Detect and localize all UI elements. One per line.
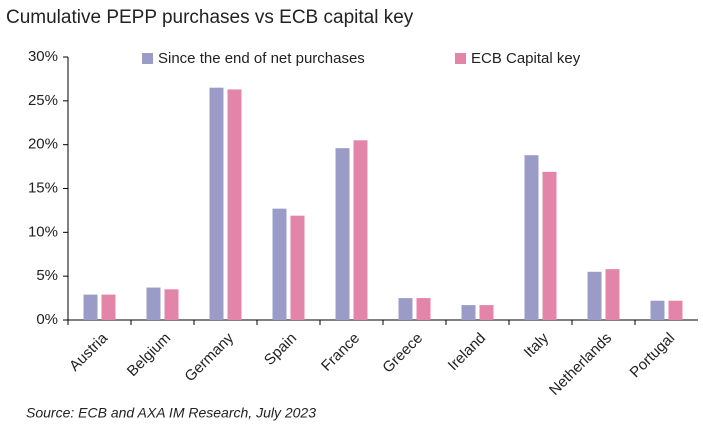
bar <box>587 271 602 320</box>
bar <box>542 171 557 320</box>
y-tick-label: 20% <box>28 136 58 153</box>
y-tick-label: 15% <box>28 179 58 196</box>
bar <box>164 289 179 320</box>
bar <box>272 208 287 320</box>
y-tick-label: 5% <box>36 267 58 284</box>
x-tick-label: Portugal <box>627 330 679 382</box>
bar <box>461 305 476 320</box>
x-tick-label: Netherlands <box>546 330 615 399</box>
bar <box>335 148 350 320</box>
bar <box>353 140 368 320</box>
source-note: Source: ECB and AXA IM Research, July 20… <box>26 405 316 421</box>
x-tick-label: Ireland <box>445 330 489 374</box>
y-tick-label: 25% <box>28 92 58 109</box>
legend-label: Since the end of net purchases <box>158 50 365 67</box>
bar <box>416 298 431 320</box>
bar <box>209 87 224 320</box>
bar <box>227 89 242 320</box>
bar <box>524 155 539 320</box>
x-tick-label: Belgium <box>124 330 174 380</box>
bar <box>83 294 98 320</box>
legend-swatch <box>142 53 153 64</box>
chart-title: Cumulative PEPP purchases vs ECB capital… <box>6 7 414 28</box>
x-tick-label: Greece <box>379 330 426 377</box>
x-tick-label: France <box>318 330 363 375</box>
y-tick-label: 0% <box>36 311 58 328</box>
y-tick-label: 10% <box>28 223 58 240</box>
x-tick-label: Austria <box>66 329 111 374</box>
bar <box>101 294 116 320</box>
x-tick-label: Germany <box>181 329 237 385</box>
x-tick-label: Italy <box>521 329 553 361</box>
legend-label: ECB Capital key <box>471 50 581 67</box>
legend-swatch <box>455 53 466 64</box>
x-tick-label: Spain <box>261 330 300 369</box>
bar <box>146 287 161 320</box>
bar <box>650 300 665 320</box>
y-tick-label: 30% <box>28 48 58 65</box>
bar <box>398 298 413 320</box>
bar <box>479 305 494 320</box>
bar <box>605 269 620 320</box>
bar <box>290 215 305 320</box>
bar <box>668 300 683 320</box>
